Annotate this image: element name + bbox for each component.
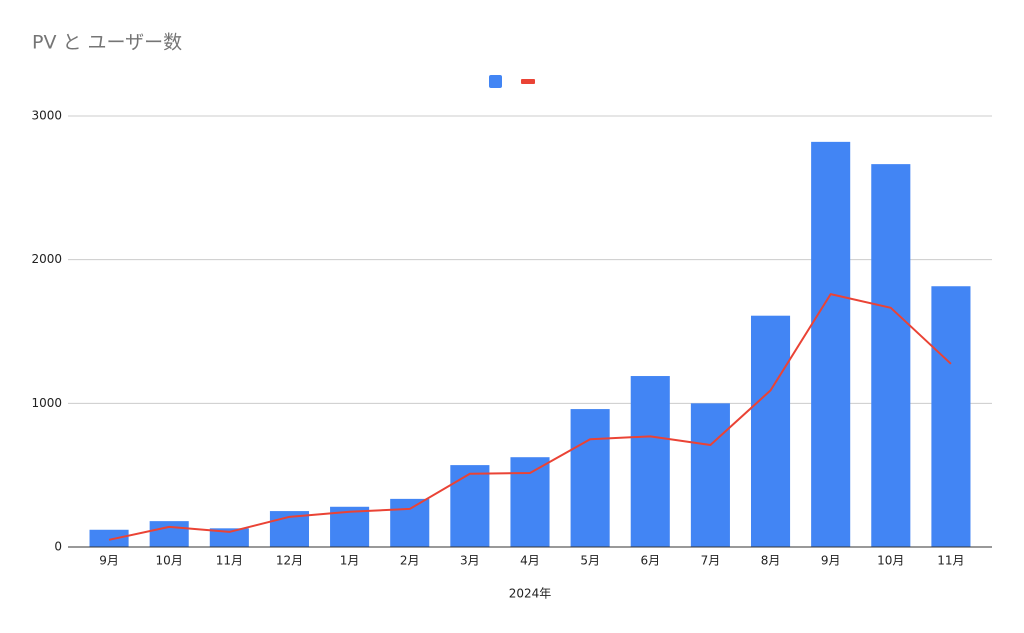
x-tick-label: 3月	[460, 554, 480, 568]
x-tick-label: 9月	[821, 554, 841, 568]
line	[108, 293, 952, 541]
x-tick-label: 1月	[340, 554, 360, 568]
x-tick-label: 10月	[156, 554, 183, 568]
bar	[811, 141, 851, 548]
bar	[871, 164, 911, 547]
x-tick-label: 11月	[937, 554, 964, 568]
y-tick-label: 2000	[31, 252, 62, 266]
x-tick-label: 4月	[520, 554, 540, 568]
legend-swatch	[521, 79, 535, 84]
x-tick-label: 12月	[276, 554, 303, 568]
bar	[570, 409, 610, 547]
bar	[149, 521, 189, 547]
chart-title: PV と ユーザー数	[32, 32, 182, 54]
bar	[750, 315, 791, 547]
bar	[89, 529, 129, 547]
bar	[931, 286, 971, 547]
y-tick-label: 1000	[31, 396, 62, 410]
y-tick-label: 3000	[31, 109, 62, 123]
bar	[510, 457, 550, 547]
x-axis-title: 2024年	[509, 587, 552, 601]
legend-swatch	[489, 75, 502, 88]
x-tick-label: 11月	[216, 554, 243, 568]
bar	[450, 465, 490, 547]
x-tick-label: 10月	[877, 554, 904, 568]
x-tick-label: 5月	[580, 554, 600, 568]
x-tick-label: 6月	[640, 554, 660, 568]
bar	[390, 498, 430, 547]
bar	[690, 403, 730, 547]
bar	[209, 528, 249, 547]
x-tick-label: 9月	[99, 554, 119, 568]
x-tick-label: 7月	[701, 554, 721, 568]
x-tick-label: 2月	[400, 554, 420, 568]
bar	[630, 376, 670, 547]
y-tick-label: 0	[54, 540, 62, 554]
x-tick-label: 8月	[761, 554, 781, 568]
